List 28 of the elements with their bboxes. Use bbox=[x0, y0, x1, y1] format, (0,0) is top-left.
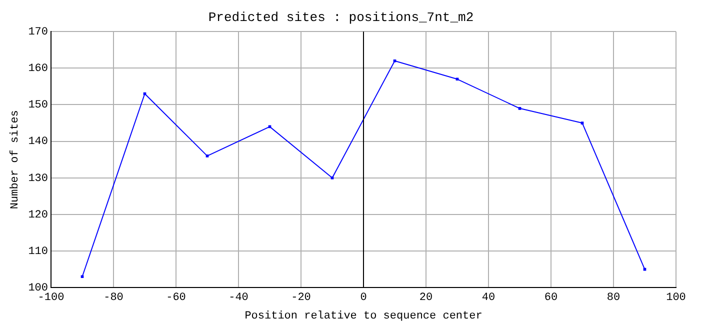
point bbox=[580, 122, 584, 124]
y-axis-title: Number of sites bbox=[10, 110, 22, 210]
y-tick-label: 140 bbox=[28, 136, 48, 148]
x-tick-label: 20 bbox=[419, 292, 433, 304]
point bbox=[518, 106, 522, 110]
point bbox=[456, 78, 459, 81]
point bbox=[206, 154, 209, 158]
point bbox=[393, 59, 396, 62]
y-tick-label: 130 bbox=[28, 172, 48, 185]
point bbox=[80, 275, 84, 278]
x-tick-label: -40 bbox=[228, 292, 248, 304]
point bbox=[330, 176, 334, 180]
y-tick-label: 120 bbox=[28, 209, 48, 222]
x-tick-label: -60 bbox=[166, 292, 186, 304]
y-tick-label: 160 bbox=[28, 63, 48, 76]
x-tick-label: -100 bbox=[38, 292, 64, 304]
y-tick-label: 150 bbox=[28, 100, 48, 112]
chart-title: Predicted sites : positions_7nt_m2 bbox=[208, 10, 474, 26]
y-tick-label: 110 bbox=[28, 246, 48, 258]
x-tick-label: -20 bbox=[291, 292, 311, 304]
x-axis-title: Position relative to sequence center bbox=[244, 310, 482, 322]
x-tick-label: -80 bbox=[104, 292, 124, 304]
y-tick-label: 170 bbox=[28, 26, 48, 39]
x-tick-label: 40 bbox=[482, 292, 496, 304]
x-tick-label: 100 bbox=[666, 292, 686, 304]
x-tick-label: 60 bbox=[544, 292, 558, 304]
x-tick-label: 0 bbox=[360, 292, 367, 304]
x-tick-label: 80 bbox=[606, 292, 620, 304]
